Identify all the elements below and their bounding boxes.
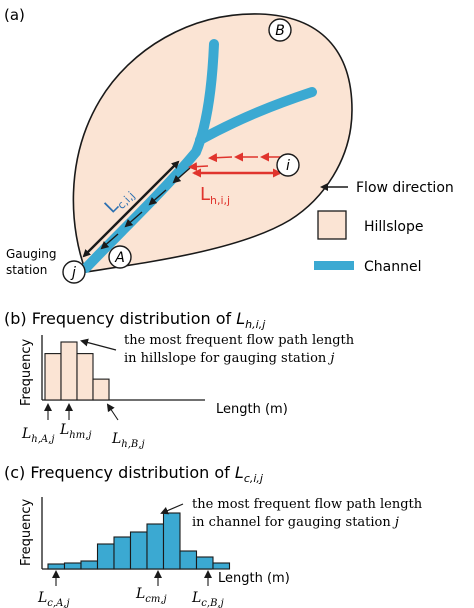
hillslope-flow-arrows (188, 152, 282, 172)
point-i-marker: i (276, 153, 300, 177)
panel-c-bar-7 (146, 523, 165, 570)
gauging-label-line2: station (6, 263, 47, 277)
panel-c-bar-6 (129, 531, 148, 570)
panel-b-bars (44, 341, 110, 401)
panel-c-bar-1 (47, 563, 66, 570)
mark-h-b-arrow (106, 403, 119, 421)
panel-c-bar-9 (179, 550, 198, 570)
panel-b: (b) Frequency distribution of Lh,i,j Fre… (4, 309, 355, 450)
point-a-marker: A (108, 245, 132, 269)
panel-c-bar-4 (96, 543, 115, 570)
point-i-label: i (286, 158, 290, 174)
mark-hm-label: Lhm,j (59, 422, 92, 441)
panel-b-title: (b) Frequency distribution of Lh,i,j (4, 309, 266, 331)
point-b-marker: B (268, 18, 292, 42)
panel-c-bar-3 (80, 560, 99, 570)
mark-cm-label: Lcm,j (135, 586, 167, 605)
legend-flow-direction: Flow direction (356, 180, 454, 196)
panel-b-bar-3 (76, 353, 94, 401)
mark-h-a-label: Lh,A,j (21, 426, 54, 445)
channel-length-arrow (82, 160, 180, 258)
legend: Flow direction Hillslope Channel (314, 180, 454, 275)
panel-b-bar-2 (60, 341, 78, 401)
panel-b-bar-4 (92, 378, 110, 401)
mark-h-b-label: Lh,B,j (111, 431, 145, 450)
panel-a: (a) Lc,i,j Lh,i,j (4, 6, 454, 284)
legend-hillslope: Hillslope (364, 219, 423, 235)
gauging-label-line1: Gauging (6, 247, 56, 261)
legend-channel-swatch (314, 261, 354, 270)
panel-c-ylabel: Frequency (19, 499, 34, 566)
panel-c-bar-10 (195, 556, 214, 570)
panel-b-annotation-line1: the most frequent flow path length (124, 333, 355, 348)
outlet-j-marker: j (62, 260, 86, 284)
outlet-j-label: j (70, 265, 76, 281)
panel-a-label: (a) (4, 6, 25, 24)
panel-b-xlabel: Length (m) (216, 402, 288, 417)
hillslope-length-label: Lh,i,j (200, 184, 230, 207)
panel-c-bar-2 (63, 562, 82, 570)
panel-b-annotation-line2: in hillslope for gauging station j (124, 351, 334, 366)
panel-c-title: (c) Frequency distribution of Lc,i,j (4, 463, 264, 485)
panel-c-bar-8 (162, 512, 181, 570)
channel-branch (195, 87, 317, 145)
legend-channel: Channel (364, 259, 421, 275)
panel-c-bar-11 (212, 562, 231, 570)
point-a-label: A (114, 250, 125, 266)
panel-c-bars (47, 512, 231, 570)
legend-hillslope-swatch (317, 210, 347, 240)
panel-b-bar-1 (44, 353, 62, 401)
panel-c-annotation-line2: in channel for gauging station j (192, 515, 399, 530)
panel-c-bar-5 (113, 536, 132, 570)
mark-c-b-label: Lc,B,j (191, 590, 224, 608)
mark-c-a-label: Lc,A,j (37, 590, 70, 608)
panel-c-annotation-line1: the most frequent flow path length (192, 497, 423, 512)
point-b-label: B (275, 23, 285, 39)
panel-b-annotation-arrow (80, 338, 117, 351)
panel-c-annotation-arrow (160, 503, 184, 515)
panel-c: (c) Frequency distribution of Lc,i,j Fre… (4, 463, 423, 608)
panel-c-marks: Lc,A,j Lcm,j Lc,B,j (37, 570, 224, 608)
panel-c-xlabel: Length (m) (218, 571, 290, 586)
panel-b-marks: Lh,A,j Lhm,j Lh,B,j (21, 403, 145, 450)
panel-b-ylabel: Frequency (19, 339, 34, 406)
